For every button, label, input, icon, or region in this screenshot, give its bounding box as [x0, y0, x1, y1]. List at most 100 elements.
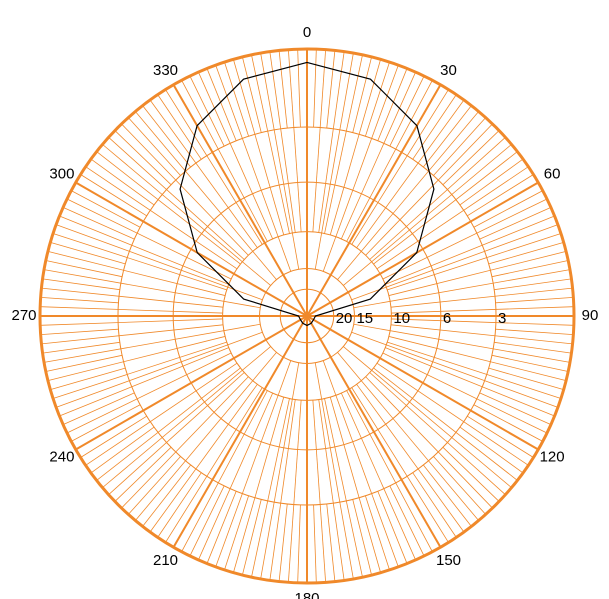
spoke: [442, 447, 500, 502]
spoke: [352, 499, 372, 576]
spoke: [142, 464, 191, 527]
spoke: [324, 398, 363, 578]
spoke: [62, 392, 135, 425]
spoke: [479, 207, 552, 240]
spoke: [287, 400, 302, 583]
spoke: [423, 105, 472, 168]
spoke: [351, 89, 449, 245]
spoke: [157, 472, 202, 538]
spoke: [377, 491, 408, 564]
spoke: [50, 242, 126, 265]
spoke: [376, 166, 529, 270]
spoke: [40, 318, 223, 326]
angle-grid-line: [172, 315, 308, 548]
spoke: [351, 331, 559, 408]
spoke: [423, 464, 472, 527]
spoke: [389, 75, 425, 147]
spoke: [80, 174, 147, 217]
spoke: [356, 384, 465, 533]
spoke: [80, 415, 147, 458]
spoke: [251, 54, 290, 234]
spoke: [369, 372, 506, 495]
angle-tick-label: 0: [303, 24, 311, 41]
spoke: [41, 324, 224, 345]
r-tick-label: 6: [443, 310, 451, 327]
spoke: [297, 49, 301, 128]
spoke: [278, 50, 288, 129]
spoke: [41, 287, 224, 308]
spoke: [340, 392, 416, 561]
angle-grid-line: [306, 181, 539, 317]
spoke: [224, 495, 249, 571]
spoke: [385, 347, 555, 417]
spoke: [50, 367, 126, 390]
angle-tick-label: 210: [153, 552, 178, 569]
spoke: [71, 190, 141, 228]
spoke: [59, 215, 229, 285]
spoke: [181, 80, 268, 242]
spoke: [391, 306, 574, 314]
spoke: [322, 360, 399, 568]
spoke: [346, 80, 433, 242]
spoke: [376, 362, 529, 466]
spoke: [149, 99, 258, 248]
spoke: [108, 372, 245, 495]
spoke: [215, 360, 292, 568]
spoke: [314, 362, 354, 580]
grid: [38, 47, 576, 585]
angle-tick-label: 30: [440, 62, 457, 79]
spoke: [181, 390, 268, 552]
angle-tick-label: 240: [49, 448, 74, 465]
spoke: [412, 94, 457, 160]
angle-tick-label: 60: [544, 165, 561, 182]
spoke: [55, 224, 263, 301]
spoke: [43, 269, 261, 309]
spoke: [390, 287, 573, 308]
angle-tick-label: 120: [540, 448, 565, 465]
spoke: [343, 346, 512, 488]
spoke: [377, 68, 408, 141]
spoke: [42, 341, 120, 354]
spoke: [385, 215, 555, 285]
spoke: [352, 56, 372, 133]
spoke: [390, 324, 573, 345]
spoke: [96, 367, 241, 481]
angle-tick-label: 270: [11, 307, 36, 324]
spoke: [495, 296, 574, 304]
spoke: [85, 166, 238, 270]
angle-grid-line: [306, 84, 442, 317]
spoke: [269, 51, 296, 233]
angle-grid-line: [306, 315, 539, 451]
r-tick-label: 10: [393, 310, 410, 327]
angle-grid-line: [172, 84, 308, 317]
spoke: [494, 278, 572, 291]
spoke: [473, 404, 543, 442]
spoke: [351, 387, 449, 543]
spoke: [326, 503, 336, 582]
spoke: [242, 56, 262, 133]
spoke: [47, 251, 226, 296]
spoke: [55, 331, 263, 408]
spoke: [121, 376, 249, 509]
spoke: [128, 117, 181, 176]
angle-tick-label: 330: [153, 62, 178, 79]
spoke: [314, 52, 354, 270]
spoke: [488, 242, 564, 265]
spoke: [85, 362, 238, 466]
r-tick-label: 3: [498, 310, 506, 327]
spoke: [251, 398, 290, 578]
spoke: [233, 59, 285, 235]
spoke: [71, 404, 141, 442]
spoke: [297, 504, 301, 583]
spoke: [149, 384, 258, 533]
spoke: [387, 341, 562, 399]
spoke: [412, 472, 457, 538]
spoke: [353, 323, 571, 363]
spoke: [224, 61, 249, 137]
spoke: [369, 137, 506, 260]
spoke: [47, 336, 226, 381]
spoke: [312, 400, 327, 583]
spoke: [206, 68, 237, 141]
spoke: [318, 399, 345, 581]
